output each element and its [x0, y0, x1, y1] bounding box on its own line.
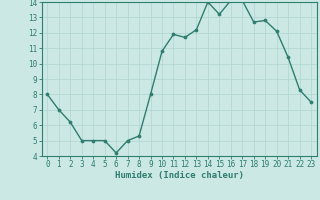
X-axis label: Humidex (Indice chaleur): Humidex (Indice chaleur) — [115, 171, 244, 180]
